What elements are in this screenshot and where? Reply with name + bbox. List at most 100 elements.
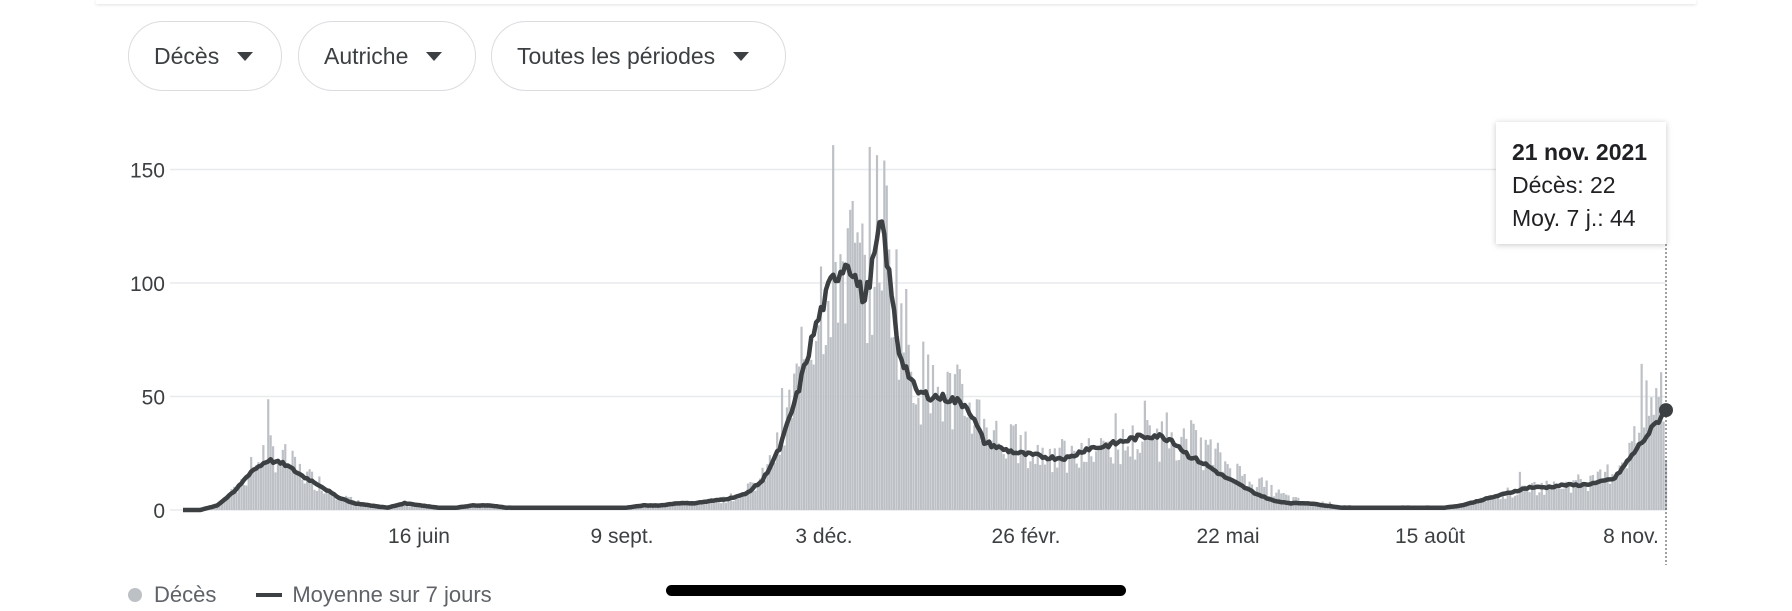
deaths-bar — [1024, 431, 1027, 510]
deaths-bar — [1173, 442, 1176, 510]
deaths-bar — [1477, 502, 1480, 510]
deaths-bar — [754, 490, 757, 510]
x-tick-label: 26 févr. — [992, 525, 1061, 548]
deaths-bar — [1107, 441, 1110, 510]
deaths-bar — [707, 502, 711, 510]
deaths-bar — [946, 371, 949, 510]
deaths-bar — [776, 432, 779, 510]
deaths-bar — [323, 493, 326, 510]
deaths-bar — [1530, 483, 1534, 510]
deaths-bar — [254, 465, 258, 510]
deaths-bar — [1533, 481, 1536, 510]
deaths-bar — [710, 498, 713, 510]
deaths-bar — [330, 493, 333, 510]
deaths-bar — [1060, 439, 1064, 510]
metric-dropdown[interactable]: Décès — [128, 21, 282, 91]
country-dropdown[interactable]: Autriche — [298, 21, 476, 91]
period-dropdown[interactable]: Toutes les périodes — [491, 21, 786, 91]
deaths-bar — [1097, 448, 1100, 510]
deaths-bar — [819, 266, 823, 510]
deaths-bar — [1000, 445, 1003, 510]
deaths-bar — [793, 373, 796, 510]
deaths-bar — [1591, 474, 1595, 510]
deaths-bar — [318, 476, 321, 510]
moving-average-path — [183, 219, 1668, 513]
deaths-bar — [980, 441, 983, 510]
deaths-bar — [257, 462, 260, 510]
x-tick-label: 16 juin — [388, 525, 450, 548]
deaths-bar — [1633, 426, 1636, 510]
period-dropdown-label: Toutes les périodes — [517, 42, 716, 69]
deaths-bar — [1299, 501, 1302, 510]
deaths-bar — [1146, 420, 1149, 510]
deaths-bar — [1521, 485, 1524, 510]
deaths-bar — [320, 490, 323, 510]
deaths-bar — [310, 471, 314, 510]
deaths-bar — [262, 445, 265, 510]
deaths-bar — [756, 482, 759, 510]
deaths-bar — [1007, 448, 1010, 510]
deaths-bar — [1470, 504, 1473, 510]
deaths-bar — [1136, 449, 1139, 510]
deaths-bar — [683, 501, 686, 510]
deaths-bar — [1226, 464, 1229, 510]
deaths-bar — [1029, 461, 1032, 510]
deaths-bar — [1112, 463, 1115, 510]
x-tick-label: 3 déc. — [795, 525, 852, 548]
deaths-bar — [1151, 436, 1154, 510]
deaths-bar — [218, 503, 221, 510]
deaths-bar — [1548, 485, 1551, 510]
deaths-bar — [1078, 467, 1081, 510]
deaths-bar — [1516, 494, 1519, 510]
deaths-bar — [1082, 461, 1086, 510]
deaths-bar — [983, 418, 986, 510]
deaths-bar — [1628, 442, 1631, 510]
deaths-bar — [471, 505, 474, 510]
deaths-bar — [924, 392, 927, 510]
deaths-bar — [267, 399, 270, 510]
deaths-bar — [922, 341, 925, 510]
deaths-bar — [1043, 464, 1047, 510]
deaths-bar — [1216, 442, 1220, 510]
deaths-bar — [1560, 488, 1563, 510]
home-indicator — [666, 585, 1126, 596]
deaths-bar — [1635, 443, 1638, 510]
deaths-bar — [1148, 425, 1151, 510]
deaths-bar — [1041, 447, 1044, 510]
deaths-bar — [861, 223, 864, 510]
deaths-bar — [1204, 439, 1207, 510]
chevron-down-icon — [733, 51, 750, 61]
deaths-bar — [751, 482, 754, 510]
deaths-bar — [1604, 471, 1607, 510]
deaths-bar — [734, 495, 737, 510]
deaths-bar — [1104, 441, 1108, 510]
deaths-bar — [773, 462, 776, 510]
deaths-bar — [1272, 496, 1276, 510]
deaths-bar — [771, 463, 774, 510]
deaths-bar — [1233, 483, 1237, 510]
deaths-bar — [703, 501, 706, 510]
deaths-bar — [1187, 453, 1190, 510]
deaths-bar — [868, 146, 871, 510]
deaths-bar — [856, 232, 859, 510]
deaths-bar — [1596, 471, 1599, 510]
deaths-bar — [371, 506, 375, 510]
deaths-bar — [496, 507, 499, 510]
deaths-bar — [1618, 465, 1621, 510]
deaths-bar — [1621, 462, 1624, 510]
deaths-bar — [1267, 496, 1271, 510]
deaths-bar — [1039, 464, 1042, 510]
deaths-bar — [963, 415, 966, 510]
deaths-bar — [308, 469, 311, 510]
deaths-bar — [700, 502, 703, 510]
deaths-bar — [405, 503, 409, 510]
deaths-bar — [1012, 425, 1015, 510]
deaths-bar — [1236, 463, 1239, 510]
deaths-bar — [766, 464, 769, 510]
deaths-bar — [1202, 470, 1205, 510]
deaths-bar — [1080, 442, 1083, 510]
deaths-chart[interactable]: 0 50 100 150 16 juin 9 sept. 3 déc. 26 févr. 22… — [0, 0, 1792, 580]
deaths-bar — [1302, 502, 1305, 510]
deaths-bar — [1506, 487, 1509, 510]
deaths-bar — [293, 456, 297, 510]
